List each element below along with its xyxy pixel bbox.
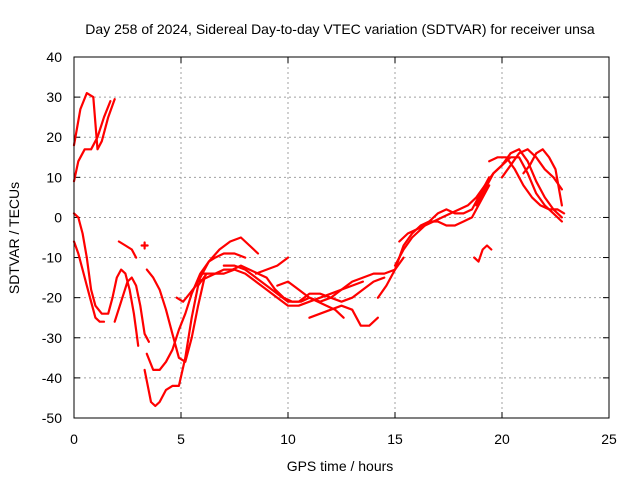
series-track-20 [475, 148, 563, 219]
series-track-16 [308, 304, 379, 327]
series-track-4 [72, 240, 106, 323]
x-tick-label: 5 [177, 431, 185, 447]
series-track-5 [113, 276, 150, 343]
x-tick-label: 0 [70, 431, 78, 447]
x-tick-label: 10 [280, 431, 296, 447]
series-track-1 [72, 92, 116, 151]
plus-marker [140, 241, 149, 250]
y-tick-label: -40 [42, 370, 62, 386]
y-tick-labels: -50 -40 -30 -20 -10 0 10 20 30 40 [42, 49, 62, 426]
series-track-21 [488, 156, 566, 215]
series-track-10 [175, 252, 247, 303]
series-track-8 [145, 236, 260, 371]
y-tick-label: 10 [46, 169, 62, 185]
plot-frame [73, 56, 610, 419]
series-track-6 [117, 240, 138, 259]
series-track-19 [398, 156, 563, 243]
x-tick-label: 25 [601, 431, 617, 447]
x-axis-label: GPS time / hours [287, 458, 394, 474]
series-track-22 [500, 148, 563, 191]
series-track-23 [522, 148, 563, 207]
x-tick-label: 15 [387, 431, 403, 447]
series-track-3 [72, 212, 140, 347]
series-track-9 [145, 268, 206, 363]
series-track-24 [473, 244, 493, 263]
y-tick-label: 0 [54, 209, 62, 225]
y-tick-label: 30 [46, 89, 62, 105]
y-tick-label: 40 [46, 49, 62, 65]
series-track-15 [276, 256, 405, 303]
x-tick-label: 20 [494, 431, 510, 447]
y-tick-label: -20 [42, 290, 62, 306]
series-track-13 [222, 264, 386, 303]
series-track-14 [254, 256, 290, 275]
series-track-12 [201, 268, 364, 307]
y-tick-label: -10 [42, 250, 62, 266]
y-tick-label: -30 [42, 330, 62, 346]
y-tick-label: 20 [46, 129, 62, 145]
y-tick-label: -50 [42, 410, 62, 426]
series-track-7 [143, 272, 208, 408]
data-series [72, 92, 566, 408]
series-track-18 [393, 176, 491, 267]
series-track-2 [72, 100, 112, 183]
x-tick-labels: 0 5 10 15 20 25 [70, 431, 617, 447]
y-axis-label: SDTVAR / TECUs [6, 182, 22, 294]
chart-title: Day 258 of 2024, Sidereal Day-to-day VTE… [85, 21, 595, 37]
